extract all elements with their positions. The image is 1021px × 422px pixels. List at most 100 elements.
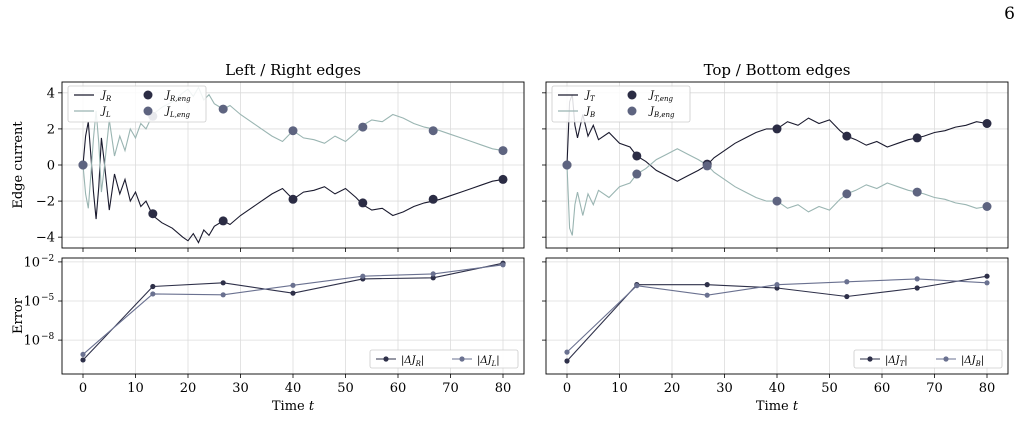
x-axis-label: Time t bbox=[272, 399, 315, 414]
data-point-|ΔJ_B| bbox=[914, 276, 920, 282]
data-point-|ΔJ_L| bbox=[80, 351, 86, 358]
ytick-label-exponent: −2 bbox=[41, 254, 54, 264]
legend-marker-swatch bbox=[867, 356, 873, 362]
data-point-J_L,eng bbox=[218, 104, 228, 114]
legend-label: JL bbox=[100, 106, 111, 119]
data-point-|ΔJ_B| bbox=[984, 280, 990, 286]
ytick-label: 10 bbox=[23, 255, 40, 270]
series-line-J_B bbox=[566, 148, 988, 236]
legend-marker-swatch bbox=[143, 90, 153, 100]
data-point-|ΔJ_R| bbox=[220, 280, 226, 286]
data-point-J_L,eng bbox=[498, 146, 508, 156]
xtick-label: 60 bbox=[390, 381, 407, 396]
legend-label: JR,eng bbox=[164, 90, 191, 103]
legend-marker-swatch bbox=[383, 356, 389, 362]
y-axis-label: Edge current bbox=[11, 121, 26, 209]
data-point-J_L,eng bbox=[428, 126, 438, 136]
xtick-label: 80 bbox=[979, 381, 996, 396]
data-point-|ΔJ_L| bbox=[500, 262, 506, 268]
data-point-|ΔJ_L| bbox=[150, 291, 156, 297]
data-point-|ΔJ_L| bbox=[220, 292, 226, 298]
xtick-label: 70 bbox=[442, 381, 459, 396]
ytick-label: 2 bbox=[47, 122, 55, 137]
data-point-J_R,eng bbox=[288, 194, 298, 204]
data-point-J_L,eng bbox=[288, 126, 298, 136]
legend-label: JB,eng bbox=[648, 106, 675, 119]
data-point-J_R,eng bbox=[428, 194, 438, 204]
legend-box bbox=[369, 349, 519, 369]
data-point-J_L,eng bbox=[358, 122, 368, 132]
ytick-label: 4 bbox=[47, 86, 55, 101]
xtick-label: 0 bbox=[79, 381, 87, 396]
data-point-J_B,eng bbox=[562, 160, 572, 170]
data-point-|ΔJ_R| bbox=[290, 290, 296, 296]
data-point-|ΔJ_R| bbox=[430, 275, 436, 281]
data-point-|ΔJ_L| bbox=[290, 282, 296, 288]
xtick-label: 10 bbox=[127, 381, 144, 396]
legend-label: JB bbox=[584, 106, 595, 119]
legend-label: |ΔJT| bbox=[885, 355, 908, 368]
data-point-|ΔJ_T| bbox=[844, 293, 850, 300]
xtick-label: 60 bbox=[874, 381, 891, 396]
data-point-|ΔJ_T| bbox=[564, 358, 570, 364]
ytick-label: −2 bbox=[36, 195, 55, 210]
data-point-|ΔJ_T| bbox=[704, 282, 710, 288]
xtick-label: 30 bbox=[716, 381, 733, 396]
data-point-J_B,eng bbox=[632, 169, 642, 179]
data-point-J_R,eng bbox=[218, 216, 228, 226]
data-point-|ΔJ_T| bbox=[984, 273, 990, 279]
series-line-J_T bbox=[566, 94, 988, 182]
legend-marker-swatch bbox=[627, 106, 637, 116]
legend-label: JT,eng bbox=[648, 90, 674, 103]
ytick-label: 10 bbox=[23, 295, 40, 310]
legend-marker-swatch bbox=[143, 106, 153, 116]
xtick-label: 30 bbox=[232, 381, 249, 396]
ytick-label-exponent: −5 bbox=[41, 293, 55, 303]
data-point-|ΔJ_B| bbox=[704, 292, 710, 298]
xtick-label: 50 bbox=[821, 381, 838, 396]
ytick-label: 10 bbox=[23, 334, 40, 349]
data-point-|ΔJ_T| bbox=[914, 285, 920, 291]
chart-title: Left / Right edges bbox=[225, 61, 361, 79]
page-number: 6 bbox=[1004, 4, 1015, 24]
data-point-J_R,eng bbox=[358, 198, 368, 208]
y-axis-label: Error bbox=[11, 297, 26, 334]
data-point-|ΔJ_L| bbox=[360, 273, 366, 279]
data-point-J_B,eng bbox=[702, 161, 712, 171]
data-point-J_B,eng bbox=[912, 187, 922, 197]
legend-label: |ΔJB| bbox=[961, 355, 984, 368]
legend-label: |ΔJR| bbox=[401, 355, 424, 368]
legend-label: JL,eng bbox=[164, 106, 191, 119]
ytick-label-exponent: −8 bbox=[41, 332, 55, 342]
legend-label: JT bbox=[584, 90, 596, 103]
data-point-J_B,eng bbox=[982, 202, 992, 211]
legend-box bbox=[853, 349, 1003, 369]
data-point-J_T,eng bbox=[912, 133, 922, 143]
data-point-J_B,eng bbox=[772, 196, 782, 206]
data-point-|ΔJ_B| bbox=[564, 349, 570, 355]
data-point-|ΔJ_R| bbox=[80, 357, 86, 363]
data-point-|ΔJ_B| bbox=[634, 283, 640, 289]
legend-marker-swatch bbox=[459, 356, 465, 362]
data-point-J_T,eng bbox=[842, 131, 852, 141]
xtick-label: 0 bbox=[563, 381, 571, 396]
ytick-label: 0 bbox=[47, 159, 55, 174]
xtick-label: 10 bbox=[611, 381, 628, 396]
legend-box bbox=[551, 85, 691, 123]
data-point-J_B,eng bbox=[842, 189, 852, 199]
xtick-label: 20 bbox=[664, 381, 681, 396]
legend-marker-swatch bbox=[627, 90, 637, 100]
xtick-label: 70 bbox=[926, 381, 943, 396]
data-point-J_L,eng bbox=[78, 160, 88, 170]
data-point-J_R,eng bbox=[498, 174, 508, 184]
data-point-|ΔJ_R| bbox=[150, 283, 156, 290]
data-point-J_T,eng bbox=[632, 151, 642, 161]
legend-label: JR bbox=[100, 90, 112, 103]
xtick-label: 50 bbox=[337, 381, 354, 396]
x-axis-label: Time t bbox=[756, 399, 799, 414]
data-point-|ΔJ_L| bbox=[430, 271, 436, 277]
ytick-label: −4 bbox=[36, 231, 55, 246]
data-point-J_T,eng bbox=[772, 124, 782, 134]
data-point-J_T,eng bbox=[982, 119, 992, 128]
